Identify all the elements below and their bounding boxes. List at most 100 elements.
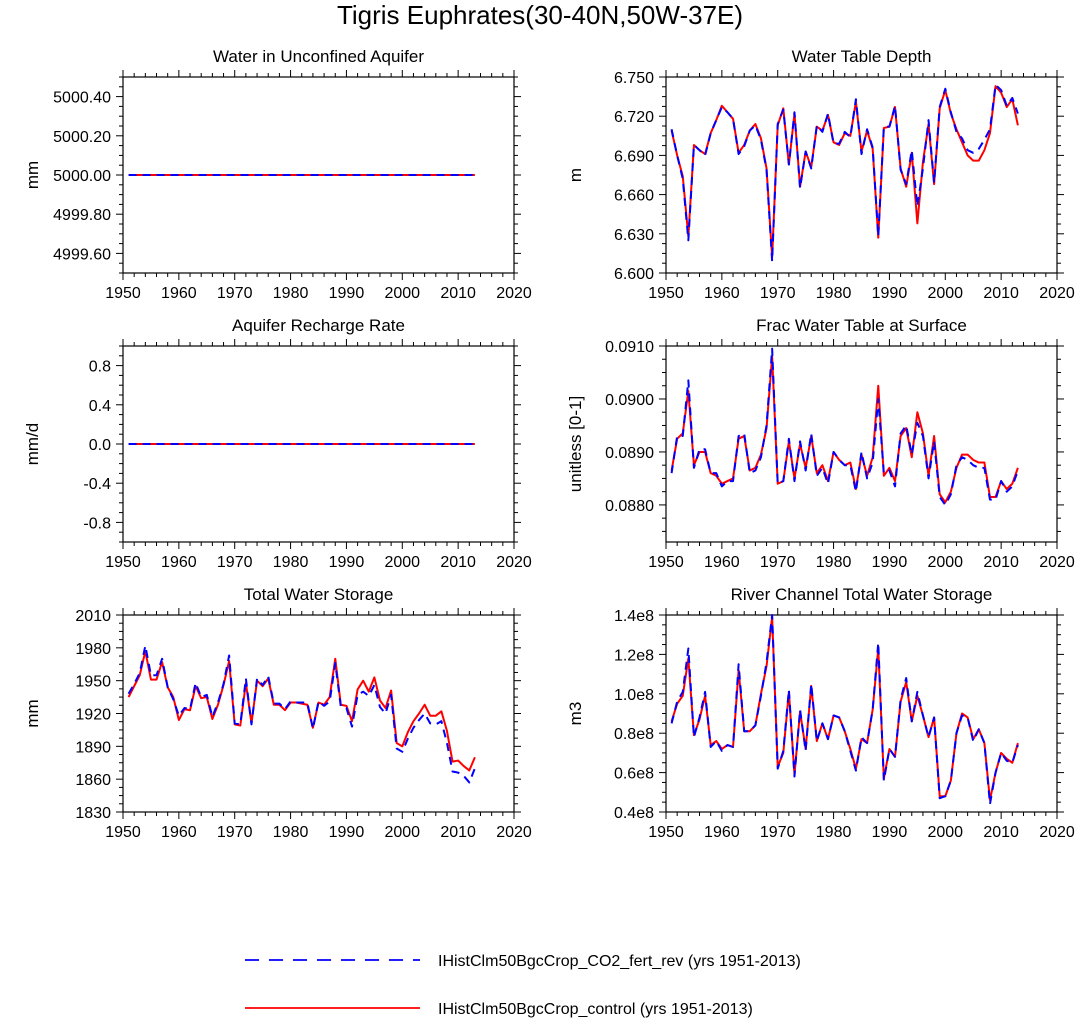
y-tick-label: 1.0e8 <box>614 687 654 704</box>
x-tick-label: 1970 <box>217 554 253 571</box>
panel-title: Water in Unconfined Aquifer <box>213 47 424 66</box>
x-tick-label: 1980 <box>273 285 309 302</box>
panel-title: Water Table Depth <box>792 47 932 66</box>
y-tick-label: 6.750 <box>614 70 654 87</box>
x-tick-label: 2010 <box>440 824 476 841</box>
x-tick-label: 1970 <box>217 824 253 841</box>
x-tick-label: 2020 <box>1039 554 1075 571</box>
y-tick-label: 0.0880 <box>605 498 654 515</box>
x-tick-label: 1960 <box>161 824 197 841</box>
x-tick-label: 1960 <box>161 554 197 571</box>
y-tick-label: 1890 <box>75 739 111 756</box>
y-tick-label: 5000.00 <box>53 168 111 185</box>
plot-frame <box>665 345 1058 543</box>
x-tick-label: 1950 <box>105 824 141 841</box>
x-tick-label: 2020 <box>496 824 532 841</box>
x-tick-label: 2020 <box>1039 824 1075 841</box>
panel-4: Frac Water Table at Surface unitless [0-1… <box>566 316 1075 571</box>
y-tick-label: 6.690 <box>614 148 654 165</box>
y-tick-label: 0.4e8 <box>614 805 654 822</box>
x-tick-label: 1960 <box>161 285 197 302</box>
y-tick-label: 1920 <box>75 707 111 724</box>
x-tick-label: 2000 <box>927 824 963 841</box>
series-line-control <box>670 615 1019 802</box>
y-tick-label: 0.6e8 <box>614 766 654 783</box>
panel-title: Frac Water Table at Surface <box>756 316 967 335</box>
x-tick-label: 1950 <box>105 285 141 302</box>
y-tick-label: 0.4 <box>89 398 111 415</box>
x-tick-label: 1950 <box>648 824 684 841</box>
panel-3: Aquifer Recharge Rate mm/d 1950 1960 1970 198… <box>23 316 532 571</box>
legend-label-control: IHistClm50BgcCrop_control (yrs 1951-2013… <box>438 1001 753 1018</box>
y-tick-label: 0.8 <box>89 359 111 376</box>
x-tick-label: 2020 <box>496 285 532 302</box>
x-tick-label: 2000 <box>384 824 420 841</box>
y-tick-label: 0.0 <box>89 437 111 454</box>
figure-title: Tigris Euphrates(30-40N,50W-37E) <box>337 0 743 30</box>
x-tick-label: 1990 <box>329 554 365 571</box>
x-tick-label: 2000 <box>384 554 420 571</box>
y-tick-label: 1.4e8 <box>614 608 654 625</box>
y-tick-label: 0.0890 <box>605 445 654 462</box>
y-tick-label: 0.0900 <box>605 392 654 409</box>
y-tick-label: 1860 <box>75 772 111 789</box>
x-tick-label: 2000 <box>384 285 420 302</box>
y-tick-label: 2010 <box>75 608 111 625</box>
panel-1: Water in Unconfined Aquifer mm 1950 1960 197… <box>23 47 532 302</box>
y-axis-label: mm <box>23 699 42 727</box>
panel-title: Aquifer Recharge Rate <box>232 316 405 335</box>
x-tick-label: 1980 <box>816 824 852 841</box>
panel-2: Water Table Depth m 1950 1960 1970 1980 1990 20… <box>566 47 1075 302</box>
plot-frame <box>665 614 1058 813</box>
x-tick-label: 1970 <box>760 285 796 302</box>
panel-title: Total Water Storage <box>244 585 394 604</box>
x-tick-label: 1990 <box>872 824 908 841</box>
x-tick-label: 1990 <box>872 285 908 302</box>
y-tick-label: 5000.40 <box>53 90 111 107</box>
y-tick-label: 6.720 <box>614 109 654 126</box>
x-tick-label: 2010 <box>983 824 1019 841</box>
x-tick-label: 1970 <box>760 824 796 841</box>
x-tick-label: 1960 <box>704 824 740 841</box>
x-tick-label: 1950 <box>648 554 684 571</box>
x-tick-label: 1960 <box>704 554 740 571</box>
x-tick-label: 2010 <box>983 554 1019 571</box>
panel-title: River Channel Total Water Storage <box>731 585 993 604</box>
series-line-co2-fert-rev <box>670 347 1019 506</box>
y-tick-label: 5000.20 <box>53 129 111 146</box>
x-tick-label: 2000 <box>927 554 963 571</box>
panel-5: Total Water Storage mm 1950 1960 1970 1980 199… <box>23 585 532 841</box>
y-tick-label: -0.8 <box>83 515 111 532</box>
x-tick-label: 1980 <box>273 554 309 571</box>
y-tick-label: 6.630 <box>614 227 654 244</box>
y-axis-label: mm <box>23 161 42 189</box>
x-tick-label: 1980 <box>816 554 852 571</box>
y-tick-label: 1950 <box>75 674 111 691</box>
x-tick-label: 1950 <box>105 554 141 571</box>
y-tick-label: 0.8e8 <box>614 726 654 743</box>
x-tick-label: 1990 <box>872 554 908 571</box>
x-tick-label: 2010 <box>440 285 476 302</box>
y-axis-label: mm/d <box>23 423 42 466</box>
y-tick-label: 4999.60 <box>53 246 111 263</box>
series-line-control <box>127 650 476 772</box>
y-axis-label: m <box>566 168 585 182</box>
y-tick-label: 0.0910 <box>605 339 654 356</box>
x-tick-label: 1980 <box>273 824 309 841</box>
x-tick-label: 2020 <box>1039 285 1075 302</box>
series-line-control <box>670 355 1019 504</box>
series-line-co2-fert-rev <box>127 644 476 784</box>
x-tick-label: 1970 <box>217 285 253 302</box>
y-tick-label: 6.660 <box>614 188 654 205</box>
x-tick-label: 1970 <box>760 554 796 571</box>
x-tick-label: 2010 <box>440 554 476 571</box>
x-tick-label: 1950 <box>648 285 684 302</box>
x-tick-label: 2020 <box>496 554 532 571</box>
panels: Water in Unconfined Aquifer mm 1950 1960 197… <box>23 47 1075 841</box>
series-line-co2-fert-rev <box>670 614 1019 806</box>
legend: IHistClm50BgcCrop_CO2_fert_rev (yrs 1951… <box>245 953 801 1018</box>
y-tick-label: -0.4 <box>83 476 111 493</box>
x-tick-label: 2000 <box>927 285 963 302</box>
panel-6: River Channel Total Water Storage m3 1950 1… <box>566 585 1075 841</box>
plot-frame <box>665 76 1058 274</box>
